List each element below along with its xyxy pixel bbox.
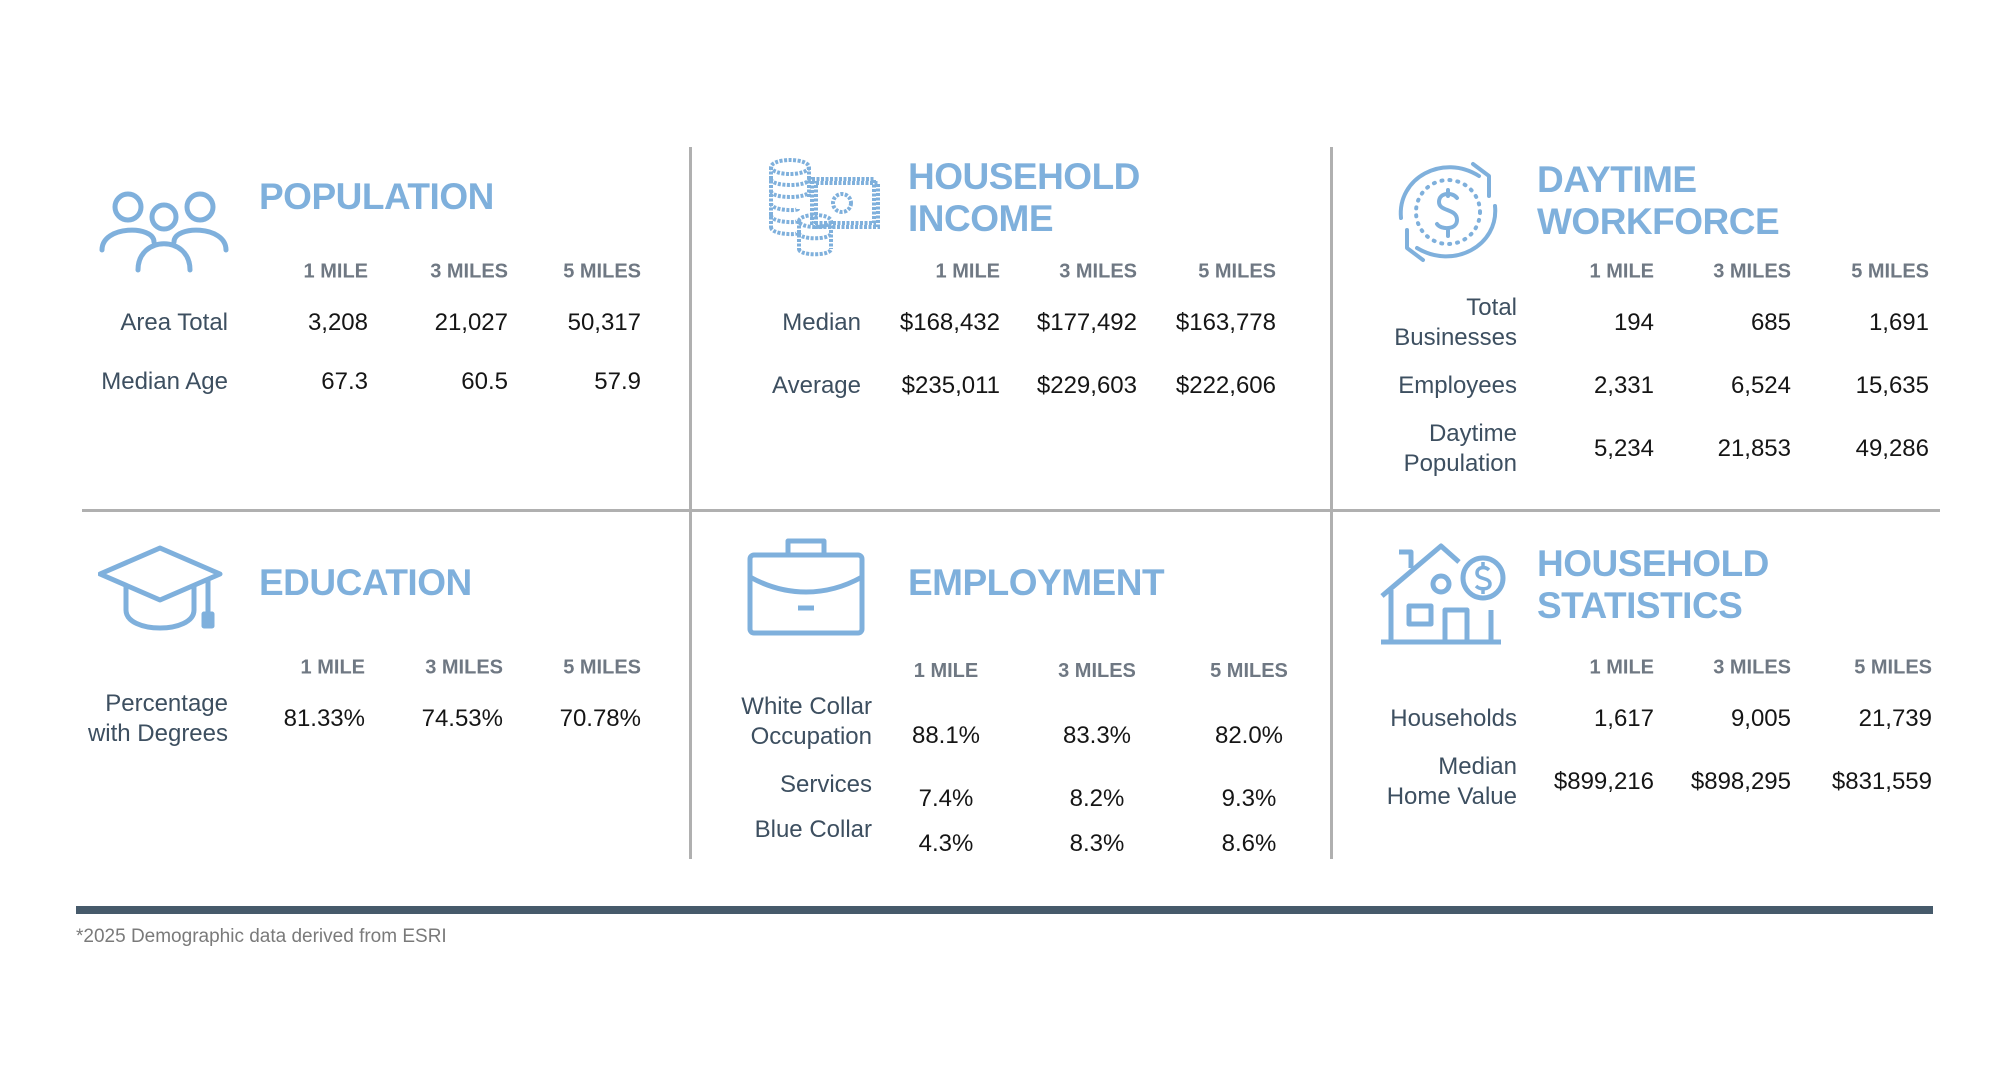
cell-value: 70.78%	[559, 705, 641, 732]
cell-value: 15,635	[1855, 372, 1929, 399]
column-header: 5 MILES	[1210, 660, 1288, 682]
row-label: Median Age	[101, 368, 228, 395]
cell-value: $163,778	[1175, 309, 1276, 336]
row-label: Median Home Value	[1386, 753, 1517, 810]
cell-value: 4.3%	[918, 830, 974, 857]
cell-value: 2,331	[1593, 372, 1654, 399]
cell-value: 8.3%	[1069, 830, 1125, 857]
daytime_workforce-title: DAYTIME WORKFORCE	[1537, 159, 1780, 242]
footnote: *2025 Demographic data derived from ESRI	[76, 926, 447, 947]
cell-value: 7.4%	[918, 785, 974, 812]
column-header: 1 MILE	[935, 260, 1000, 283]
row-label: White Collar Occupation	[741, 693, 872, 750]
population-title: POPULATION	[259, 176, 494, 217]
row-label: Households	[1390, 705, 1517, 732]
cell-value: 60.5	[461, 368, 508, 395]
cell-value: 74.53%	[421, 705, 503, 732]
cell-value: 81.33%	[283, 705, 365, 732]
cell-value: $899,216	[1553, 768, 1654, 795]
people-group-icon	[98, 190, 230, 274]
row-label: Median	[782, 309, 861, 336]
cell-value: 82.0%	[1214, 722, 1284, 749]
cell-value: $229,603	[1036, 372, 1137, 399]
cell-value: $235,011	[901, 372, 1000, 399]
household_income-title: HOUSEHOLD INCOME	[908, 156, 1140, 239]
column-header: 5 MILES	[563, 656, 641, 679]
cell-value: $898,295	[1690, 768, 1791, 795]
column-header: 5 MILES	[563, 260, 641, 283]
cell-value: 1,691	[1868, 309, 1929, 336]
column-header: 1 MILE	[1589, 656, 1654, 679]
cell-value: 57.9	[594, 368, 641, 395]
column-header: 3 MILES	[430, 260, 508, 283]
cell-value: 8.6%	[1221, 830, 1277, 857]
column-header: 1 MILE	[303, 260, 368, 283]
divider-vertical-2	[1330, 147, 1333, 859]
column-header: 1 MILE	[300, 656, 365, 679]
cell-value: $177,492	[1036, 309, 1137, 336]
row-label: Services	[779, 771, 872, 798]
row-label: Percentage with Degrees	[87, 690, 228, 747]
footer-rule	[76, 906, 1933, 914]
cell-value: 5,234	[1593, 435, 1654, 462]
cell-value: 88.1%	[911, 722, 981, 749]
cell-value: $222,606	[1175, 372, 1276, 399]
coins-cash-icon	[768, 157, 880, 257]
cell-value: 194	[1613, 309, 1654, 336]
cell-value: 6,524	[1730, 372, 1791, 399]
row-label: Total Businesses	[1394, 294, 1517, 351]
cell-value: 3,208	[307, 309, 368, 336]
cell-value: 83.3%	[1062, 722, 1132, 749]
column-header: 3 MILES	[1059, 260, 1137, 283]
graduation-cap-icon	[98, 544, 224, 634]
column-header: 1 MILE	[1589, 260, 1654, 283]
employment-title: EMPLOYMENT	[908, 562, 1165, 603]
column-header: 5 MILES	[1854, 656, 1932, 679]
divider-horizontal	[82, 509, 1940, 512]
row-label: Employees	[1398, 372, 1517, 399]
column-header: 1 MILE	[913, 660, 979, 682]
cell-value: 21,739	[1858, 705, 1932, 732]
cell-value: 685	[1750, 309, 1791, 336]
cell-value: 50,317	[567, 309, 641, 336]
cell-value: 21,027	[434, 309, 508, 336]
row-label: Area Total	[120, 309, 228, 336]
column-header: 5 MILES	[1851, 260, 1929, 283]
house-dollar-icon	[1379, 540, 1509, 646]
cell-value: 1,617	[1593, 705, 1654, 732]
column-header: 3 MILES	[1713, 260, 1791, 283]
column-header: 3 MILES	[1713, 656, 1791, 679]
row-label: Daytime Population	[1403, 420, 1517, 477]
cell-value: $168,432	[899, 309, 1000, 336]
cell-value: 9,005	[1730, 705, 1791, 732]
cell-value: 67.3	[321, 368, 368, 395]
divider-vertical-1	[689, 147, 692, 859]
dollar-cycle-icon	[1393, 158, 1503, 266]
column-header: 3 MILES	[425, 656, 503, 679]
row-label: Blue Collar	[754, 816, 872, 843]
cell-value: 8.2%	[1069, 785, 1125, 812]
column-header: 3 MILES	[1058, 660, 1136, 682]
row-label: Average	[772, 372, 861, 399]
cell-value: 21,853	[1717, 435, 1791, 462]
cell-value: 9.3%	[1221, 785, 1277, 812]
cell-value: 49,286	[1855, 435, 1929, 462]
cell-value: $831,559	[1831, 768, 1932, 795]
briefcase-icon	[746, 537, 866, 637]
household_statistics-title: HOUSEHOLD STATISTICS	[1537, 543, 1769, 626]
column-header: 5 MILES	[1198, 260, 1276, 283]
education-title: EDUCATION	[259, 562, 472, 603]
